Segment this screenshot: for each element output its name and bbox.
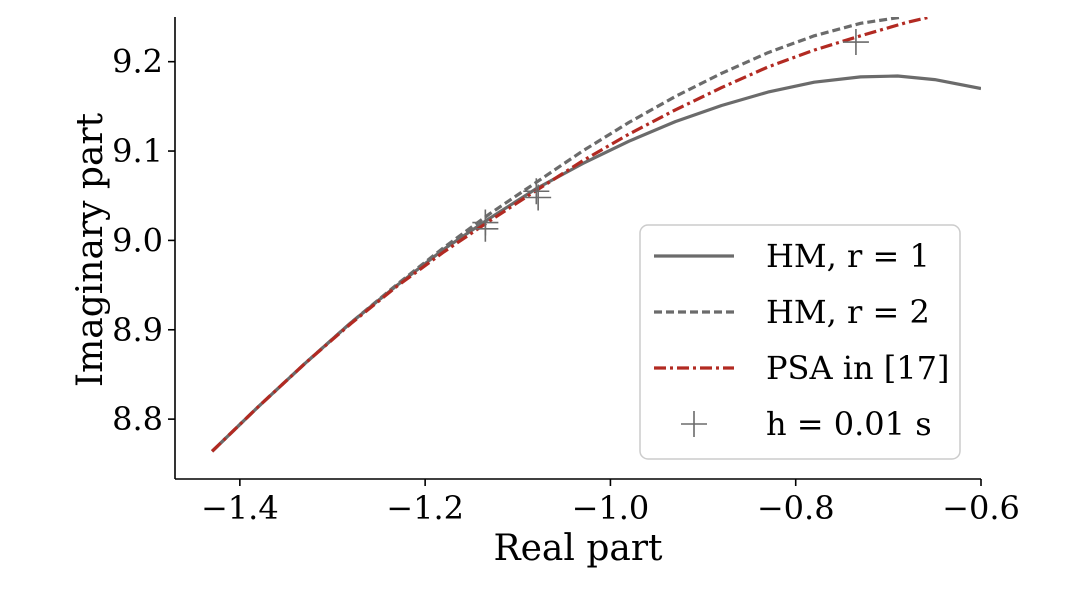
legend-label-marker: h = 0.01 s <box>766 405 932 443</box>
x-tick-label: −1.0 <box>572 489 650 527</box>
legend: HM, r = 1 HM, r = 2 PSA in [17] h = 0.01 s <box>639 224 961 460</box>
legend-swatch-marker <box>681 411 707 437</box>
legend-label-3: PSA in [17] <box>766 349 949 387</box>
series-layer <box>210 17 981 453</box>
axes: −1.4 −1.2 −1.0 −0.8 −0.6 8.8 8.9 9.0 9.1 9.2 <box>112 17 1020 527</box>
y-tick-label: 8.8 <box>112 400 163 438</box>
series-line-3 <box>210 17 931 453</box>
x-tick-label: −0.8 <box>757 489 835 527</box>
legend-label-2: HM, r = 2 <box>766 293 930 331</box>
y-tick-label: 8.9 <box>112 311 163 349</box>
step-marker <box>842 29 869 56</box>
x-tick-label: −1.2 <box>386 489 464 527</box>
step-marker <box>523 178 550 205</box>
y-tick-label: 9.0 <box>112 221 163 259</box>
x-axis-label: Real part <box>493 528 663 569</box>
legend-frame <box>639 224 961 460</box>
marker-layer <box>472 29 869 242</box>
x-tick-label: −1.4 <box>201 489 279 527</box>
x-tick-label: −0.6 <box>942 489 1020 527</box>
legend-label-1: HM, r = 1 <box>766 237 930 275</box>
y-tick-label: 9.2 <box>112 43 163 81</box>
step-marker <box>525 184 552 211</box>
y-tick-label: 9.1 <box>112 132 163 170</box>
series-line-2 <box>210 17 903 453</box>
step-marker <box>472 215 499 242</box>
y-axis-label: Imaginary part <box>70 112 111 387</box>
